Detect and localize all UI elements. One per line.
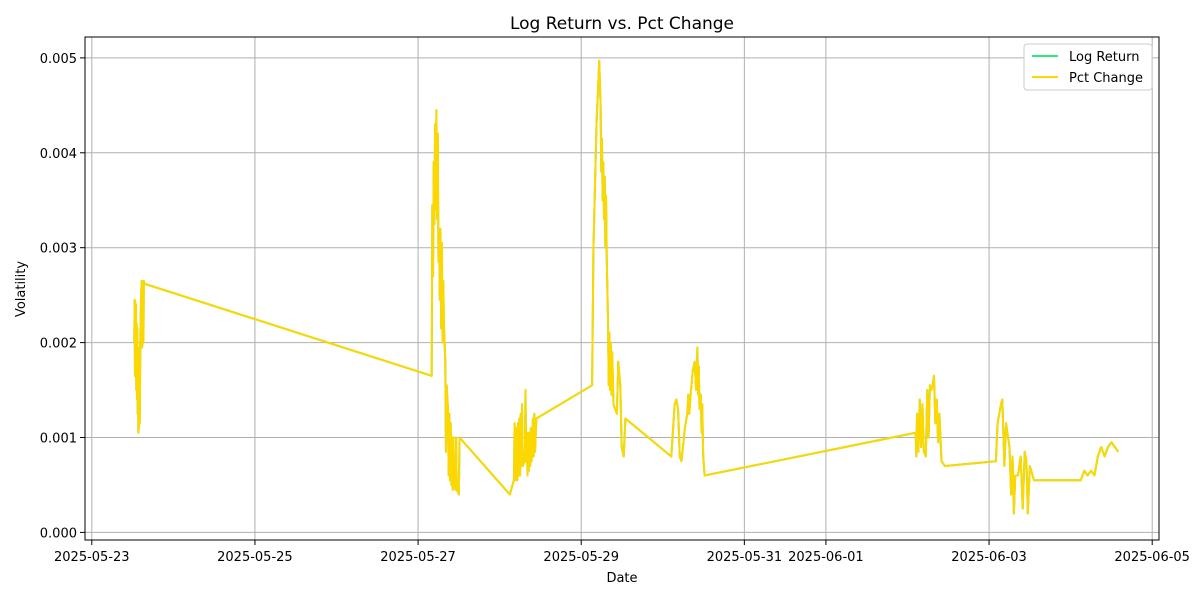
y-tick-label: 0.003	[40, 242, 77, 257]
legend-label-pct-change: Pct Change	[1069, 71, 1143, 86]
legend: Log Return Pct Change	[1023, 43, 1153, 91]
y-axis-label: Volatility	[14, 261, 29, 317]
x-tick-label: 2025-05-23	[54, 550, 130, 565]
x-tick-label: 2025-06-05	[1114, 550, 1190, 565]
x-tick-label: 2025-05-31	[707, 550, 783, 565]
series-layer	[133, 59, 1120, 515]
series-line-pct-change	[133, 59, 1120, 515]
plot-frame	[84, 36, 1160, 541]
y-axis: 0.000 0.001 0.002 0.003 0.004 0.005	[40, 52, 85, 541]
chart-title: Log Return vs. Pct Change	[510, 14, 734, 34]
x-tick-label: 2025-05-27	[380, 550, 456, 565]
y-tick-label: 0.001	[40, 432, 77, 447]
grid	[85, 37, 1159, 540]
x-tick-label: 2025-06-01	[788, 550, 864, 565]
x-tick-label: 2025-06-03	[951, 550, 1027, 565]
legend-label-log-return: Log Return	[1069, 50, 1140, 65]
y-tick-label: 0.000	[40, 526, 77, 541]
y-tick-label: 0.005	[40, 52, 77, 67]
x-axis-label: Date	[606, 571, 637, 586]
series-line-log-return	[133, 59, 1120, 515]
y-tick-label: 0.002	[40, 337, 77, 352]
y-tick-label: 0.004	[40, 147, 77, 162]
x-tick-label: 2025-05-25	[217, 550, 293, 565]
x-axis: 2025-05-23 2025-05-25 2025-05-27 2025-05-29…	[54, 540, 1190, 565]
x-tick-label: 2025-05-29	[543, 550, 619, 565]
